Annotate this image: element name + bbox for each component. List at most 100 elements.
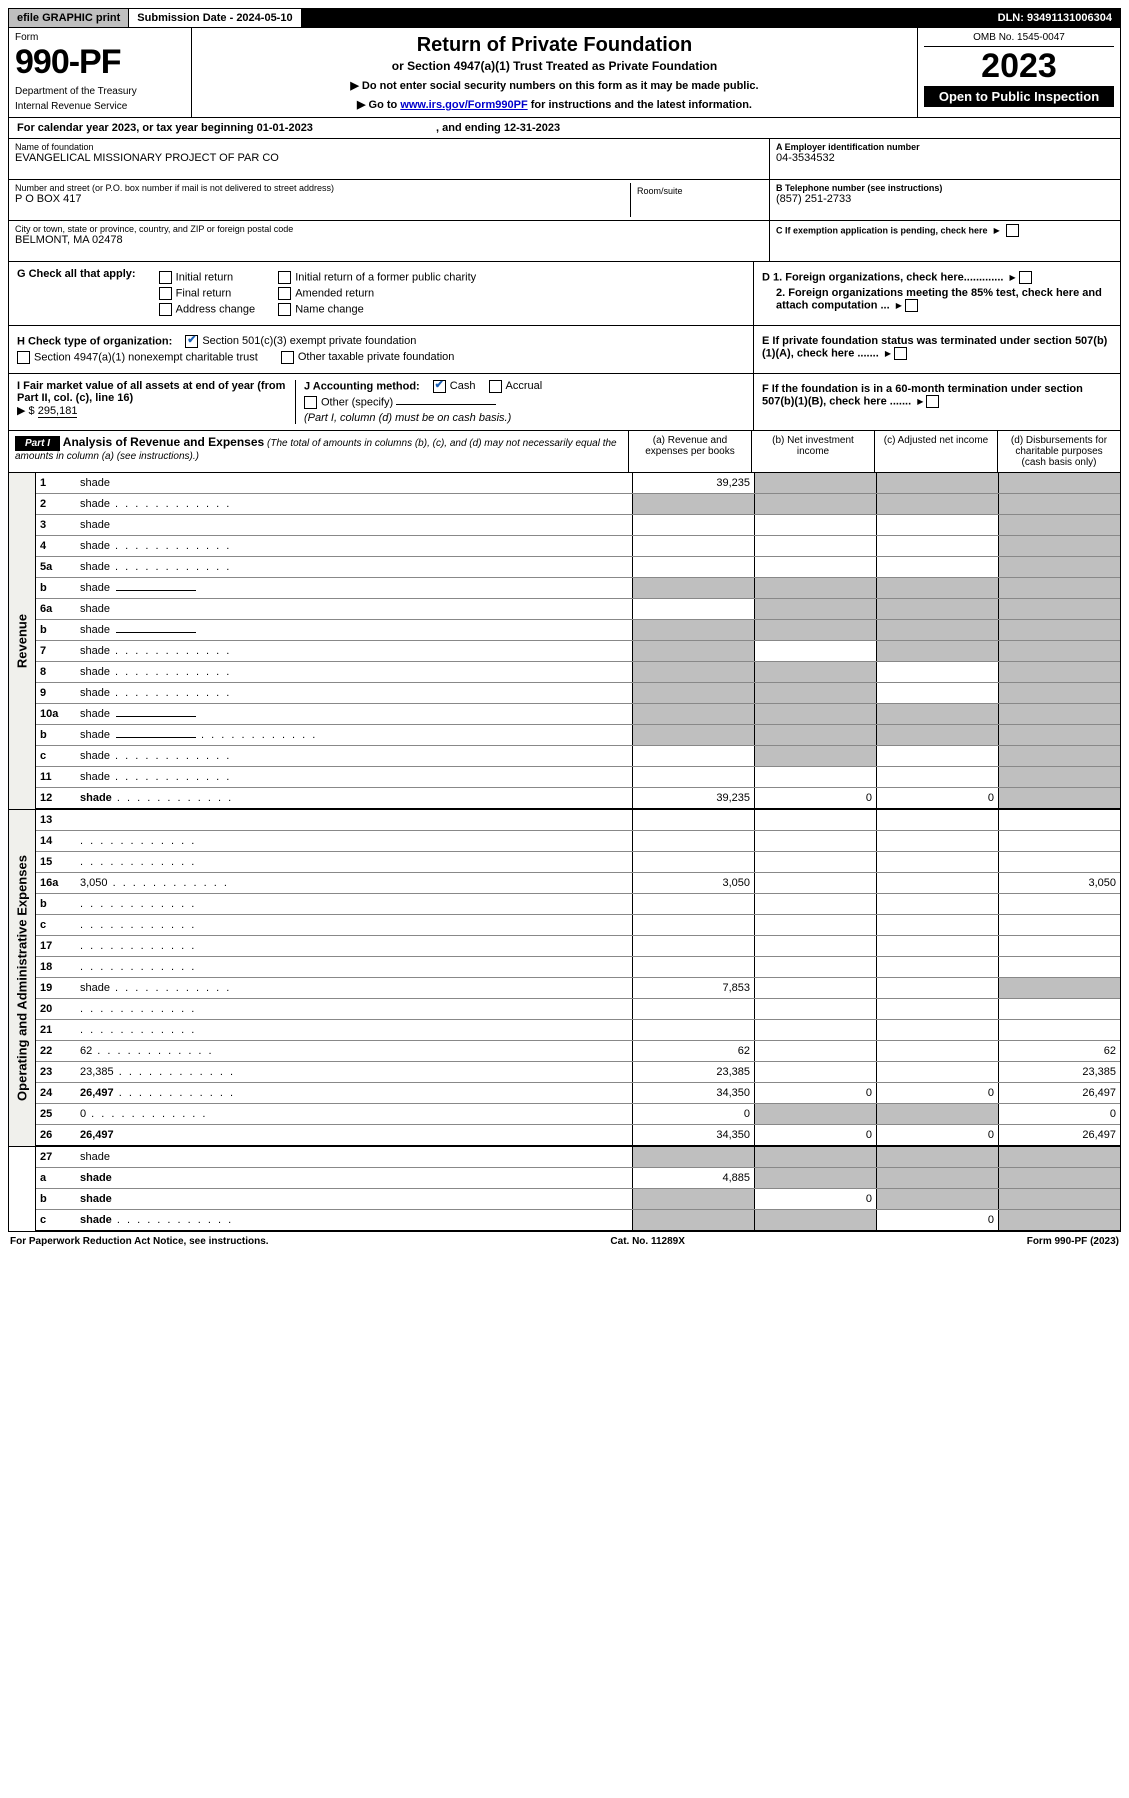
operating-side-label: Operating and Administrative Expenses (15, 855, 30, 1101)
cell-a (632, 683, 754, 703)
cell-c (876, 683, 998, 703)
d2-checkbox[interactable] (905, 299, 918, 312)
g-opt-3: Initial return of a former public charit… (295, 271, 476, 283)
ein-label: A Employer identification number (776, 142, 1114, 152)
row-number: 21 (36, 1020, 76, 1040)
cell-c (876, 515, 998, 535)
table-row: b (36, 894, 1120, 915)
table-row: 11shade (36, 767, 1120, 788)
bottom-section: 27shadeashade4,885bshade0cshade0 (8, 1147, 1121, 1232)
g-address-checkbox[interactable] (159, 303, 172, 316)
efile-print-button[interactable]: efile GRAPHIC print (9, 9, 128, 27)
irs-link[interactable]: www.irs.gov/Form990PF (400, 99, 527, 111)
c-checkbox[interactable] (1006, 224, 1019, 237)
arrow-icon (1007, 271, 1019, 283)
table-row: 9shade (36, 683, 1120, 704)
row-description: 0 (76, 1104, 632, 1124)
row-number: b (36, 620, 76, 640)
cell-d (998, 831, 1120, 851)
g-name-change-checkbox[interactable] (278, 303, 291, 316)
cell-a (632, 852, 754, 872)
e-checkbox[interactable] (894, 347, 907, 360)
cell-b (754, 852, 876, 872)
cell-d (998, 620, 1120, 640)
cell-a (632, 599, 754, 619)
cell-b (754, 957, 876, 977)
row-number: 5a (36, 557, 76, 577)
h-501c3-checkbox[interactable] (185, 335, 198, 348)
cell-d (998, 957, 1120, 977)
row-description (76, 852, 632, 872)
row-description (76, 936, 632, 956)
g-initial-former-checkbox[interactable] (278, 271, 291, 284)
form-header: Form 990-PF Department of the Treasury I… (8, 28, 1121, 118)
table-row: bshade (36, 620, 1120, 641)
cell-b (754, 746, 876, 766)
h-other-checkbox[interactable] (281, 351, 294, 364)
row-description: 3,050 (76, 873, 632, 893)
row-description: shade (76, 788, 632, 808)
j-accrual-checkbox[interactable] (489, 380, 502, 393)
row-description (76, 957, 632, 977)
cell-d (998, 1168, 1120, 1188)
cell-c (876, 810, 998, 830)
cell-c (876, 746, 998, 766)
part1-label: Part I (15, 436, 60, 451)
h-4947-checkbox[interactable] (17, 351, 30, 364)
row-number: a (36, 1168, 76, 1188)
g-initial-checkbox[interactable] (159, 271, 172, 284)
table-row: 2626,49734,3500026,497 (36, 1125, 1120, 1146)
cell-c (876, 1168, 998, 1188)
cell-c (876, 894, 998, 914)
cell-c (876, 1147, 998, 1167)
cell-a (632, 1020, 754, 1040)
row-description: shade (76, 641, 632, 661)
form-title: Return of Private Foundation (202, 34, 907, 57)
arrow-icon (914, 395, 926, 407)
open-inspection: Open to Public Inspection (924, 86, 1114, 107)
top-bar: efile GRAPHIC print Submission Date - 20… (8, 8, 1121, 28)
h-opt-2: Section 4947(a)(1) nonexempt charitable … (34, 351, 258, 363)
dln-value: DLN: 93491131006304 (990, 9, 1120, 27)
cell-d: 23,385 (998, 1062, 1120, 1082)
g-final-checkbox[interactable] (159, 287, 172, 300)
cell-d: 26,497 (998, 1083, 1120, 1103)
cell-d (998, 936, 1120, 956)
table-row: 2shade (36, 494, 1120, 515)
cell-d (998, 578, 1120, 598)
cell-a (632, 494, 754, 514)
d1-checkbox[interactable] (1019, 271, 1032, 284)
j-cash-checkbox[interactable] (433, 380, 446, 393)
cell-d (998, 894, 1120, 914)
cell-d (998, 1189, 1120, 1209)
cell-b (754, 915, 876, 935)
cell-b (754, 999, 876, 1019)
cell-d (998, 662, 1120, 682)
cell-b: 0 (754, 1125, 876, 1145)
submission-date: Submission Date - 2024-05-10 (128, 9, 301, 27)
cell-c (876, 557, 998, 577)
cell-b (754, 767, 876, 787)
cell-a (632, 1210, 754, 1230)
g-amended-checkbox[interactable] (278, 287, 291, 300)
row-number: 7 (36, 641, 76, 661)
cell-a: 4,885 (632, 1168, 754, 1188)
row-number: 25 (36, 1104, 76, 1124)
j-other-checkbox[interactable] (304, 396, 317, 409)
cell-c (876, 915, 998, 935)
cell-b (754, 641, 876, 661)
f-checkbox[interactable] (926, 395, 939, 408)
g-opt-2: Address change (176, 303, 256, 315)
row-number: 3 (36, 515, 76, 535)
cell-b (754, 978, 876, 998)
cell-a: 3,050 (632, 873, 754, 893)
cell-d (998, 810, 1120, 830)
cell-c: 0 (876, 1083, 998, 1103)
cell-c (876, 494, 998, 514)
table-row: 3shade (36, 515, 1120, 536)
cell-c (876, 978, 998, 998)
row-description: shade (76, 536, 632, 556)
note-ssn: ▶ Do not enter social security numbers o… (202, 79, 907, 92)
row-description: shade (76, 683, 632, 703)
h-opt-1: Section 501(c)(3) exempt private foundat… (202, 335, 416, 347)
